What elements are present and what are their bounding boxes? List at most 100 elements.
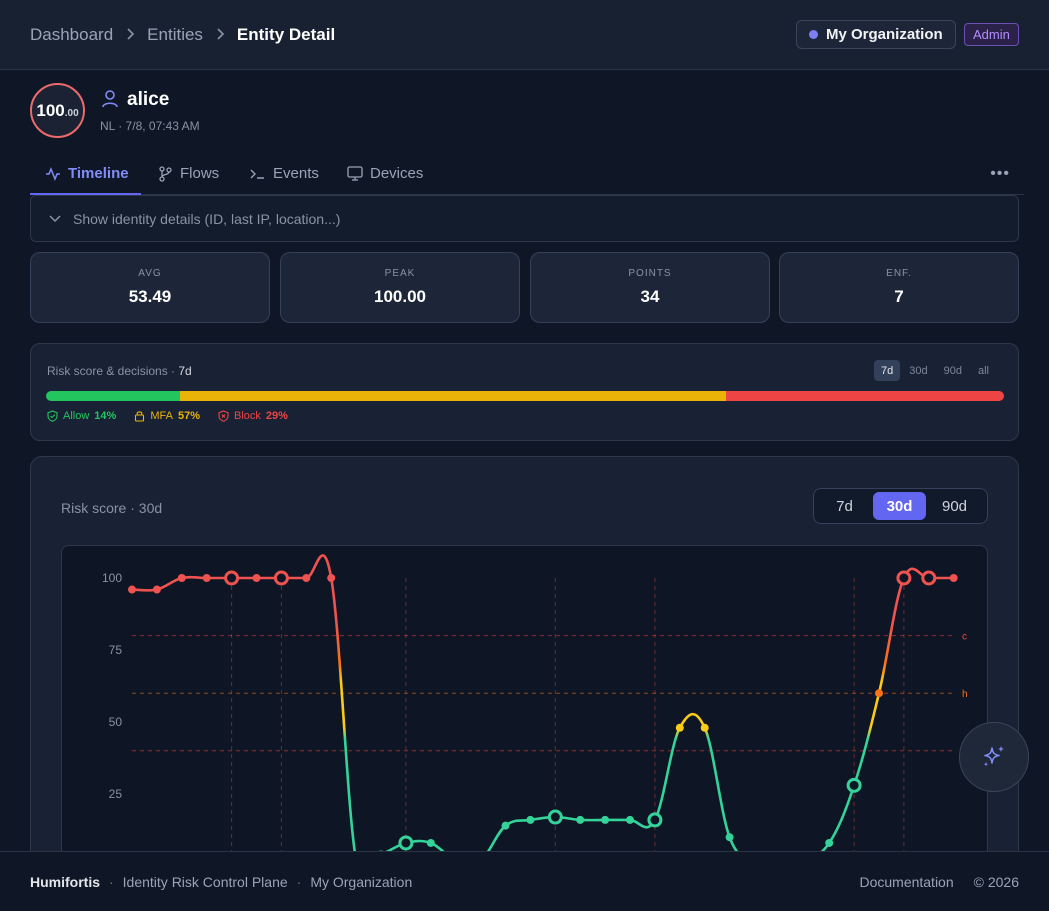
footer-left: Humifortis · Identity Risk Control Plane…	[30, 874, 412, 890]
y-tick-label: 100	[102, 571, 122, 585]
stat-card-enforcements: ENF. 7	[779, 252, 1019, 323]
threshold-label: c	[962, 632, 967, 643]
chart-range-7d-button[interactable]: 7d	[836, 497, 853, 515]
more-options-icon[interactable]: •••	[990, 165, 1010, 182]
legend-pct: 14%	[94, 410, 117, 422]
data-point-highlighted	[846, 777, 862, 793]
data-point-highlighted	[896, 570, 912, 586]
data-point	[949, 574, 958, 582]
identity-details-label: Show identity details (ID, last IP, loca…	[73, 210, 341, 227]
footer-right: Documentation © 2026	[859, 874, 1019, 890]
decisions-bar-segment-mfa	[180, 391, 727, 401]
chart-range-30d-button[interactable]: 30d	[873, 492, 926, 520]
identity-details-toggle[interactable]: Show identity details (ID, last IP, loca…	[30, 195, 1019, 242]
stat-card-peak: PEAK 100.00	[280, 252, 520, 323]
range-all-button[interactable]: all	[977, 364, 989, 377]
shield-check-icon	[47, 410, 58, 422]
range-30d-button[interactable]: 30d	[909, 364, 928, 377]
legend-pct: 29%	[265, 410, 288, 422]
data-point-highlighted	[398, 835, 414, 851]
stat-value: 7	[894, 287, 904, 306]
git-branch-icon	[159, 165, 172, 182]
risk-score-ring: 100.00	[30, 83, 85, 138]
decisions-bar-segment-block	[726, 391, 1004, 401]
footer-separator: ·	[296, 874, 302, 890]
entity-subtitle: NL · 7/8, 07:43 AM	[100, 119, 200, 133]
org-switcher[interactable]: My Organization	[796, 20, 956, 49]
terminal-icon	[250, 169, 264, 179]
documentation-link[interactable]: Documentation	[859, 874, 954, 890]
legend-allow: Allow 14%	[47, 410, 116, 422]
decisions-bar-segment-allow	[46, 391, 181, 401]
range-90d-button[interactable]: 90d	[943, 364, 962, 377]
data-point	[875, 689, 883, 698]
data-point	[327, 574, 336, 582]
tab-label: Flows	[180, 165, 220, 182]
breadcrumb-current: Entity Detail	[236, 25, 336, 44]
risk-score-value: 100	[36, 100, 65, 120]
range-7d-button[interactable]: 7d	[874, 360, 901, 381]
legend-label: Allow	[63, 410, 90, 422]
footer-separator: ·	[109, 874, 114, 890]
decisions-range-selector: 7d 30d 90d all	[874, 360, 998, 381]
legend-label: Block	[233, 410, 261, 422]
activity-icon	[46, 166, 60, 181]
stat-value: 34	[640, 287, 660, 306]
data-point-highlighted	[921, 570, 937, 586]
footer-org: My Organization	[310, 874, 413, 890]
data-point	[252, 574, 261, 582]
chart-range-selector: 7d 30d 90d	[813, 488, 988, 524]
tab-bar: Timeline Flows Events Devices •••	[30, 153, 1024, 195]
breadcrumb: Dashboard Entities Entity Detail	[30, 0, 335, 70]
data-point	[825, 838, 834, 847]
tab-flows[interactable]: Flows	[158, 153, 219, 194]
tab-label: Events	[273, 165, 319, 182]
risk-chart-card: Risk score · 30d 7d 30d 90d 25 50 75 100 c h	[30, 456, 1019, 886]
legend-mfa: MFA 57%	[134, 410, 200, 422]
data-point-highlighted	[224, 570, 240, 586]
stat-label: AVG	[138, 268, 162, 279]
decisions-range: 7d	[178, 364, 192, 378]
decisions-card: Risk score & decisions · 7d 7d 30d 90d a…	[30, 343, 1019, 441]
stat-value: 100.00	[374, 287, 426, 306]
top-bar: Dashboard Entities Entity Detail My Orga…	[0, 0, 1049, 70]
data-point-highlighted	[647, 812, 663, 828]
tab-events[interactable]: Events	[250, 153, 319, 194]
tab-timeline[interactable]: Timeline	[45, 153, 129, 194]
risk-chart-plot: 25 50 75 100 c h	[61, 545, 988, 875]
stat-label: PEAK	[384, 268, 416, 279]
breadcrumb-entities[interactable]: Entities	[147, 25, 203, 44]
copyright: © 2026	[973, 874, 1019, 890]
stat-card-points: POINTS 34	[530, 252, 770, 323]
entity-name: alice	[127, 89, 170, 110]
org-name: My Organization	[826, 26, 943, 43]
footer-product: Identity Risk Control Plane	[122, 874, 288, 890]
data-point	[302, 574, 311, 582]
org-status-dot	[809, 30, 818, 39]
decisions-legend: Allow 14% MFA 57% Block 29%	[47, 410, 306, 422]
chart-range-90d-button[interactable]: 90d	[941, 497, 968, 515]
stat-card-avg: AVG 53.49	[30, 252, 270, 323]
data-point	[152, 585, 161, 594]
monitor-icon	[347, 166, 363, 181]
data-point-highlighted	[273, 570, 289, 586]
data-point	[725, 833, 734, 842]
active-tab-indicator	[30, 193, 141, 195]
legend-label: MFA	[150, 410, 173, 422]
decisions-bar	[46, 391, 1004, 401]
data-point	[700, 723, 709, 732]
y-tick-label: 25	[109, 787, 123, 801]
footer: Humifortis · Identity Risk Control Plane…	[0, 851, 1049, 911]
data-point	[626, 815, 634, 824]
ai-assistant-button[interactable]	[959, 722, 1029, 792]
role-badge: Admin	[964, 23, 1019, 46]
chart-title: Risk score · 30d	[61, 500, 163, 516]
y-tick-label: 75	[109, 643, 123, 657]
tab-devices[interactable]: Devices	[347, 153, 423, 194]
data-point	[128, 585, 136, 594]
tab-label: Devices	[370, 165, 424, 182]
risk-score-decimal: .00	[64, 108, 79, 119]
data-point	[202, 574, 211, 582]
breadcrumb-dashboard[interactable]: Dashboard	[30, 25, 114, 44]
data-point	[501, 821, 510, 830]
